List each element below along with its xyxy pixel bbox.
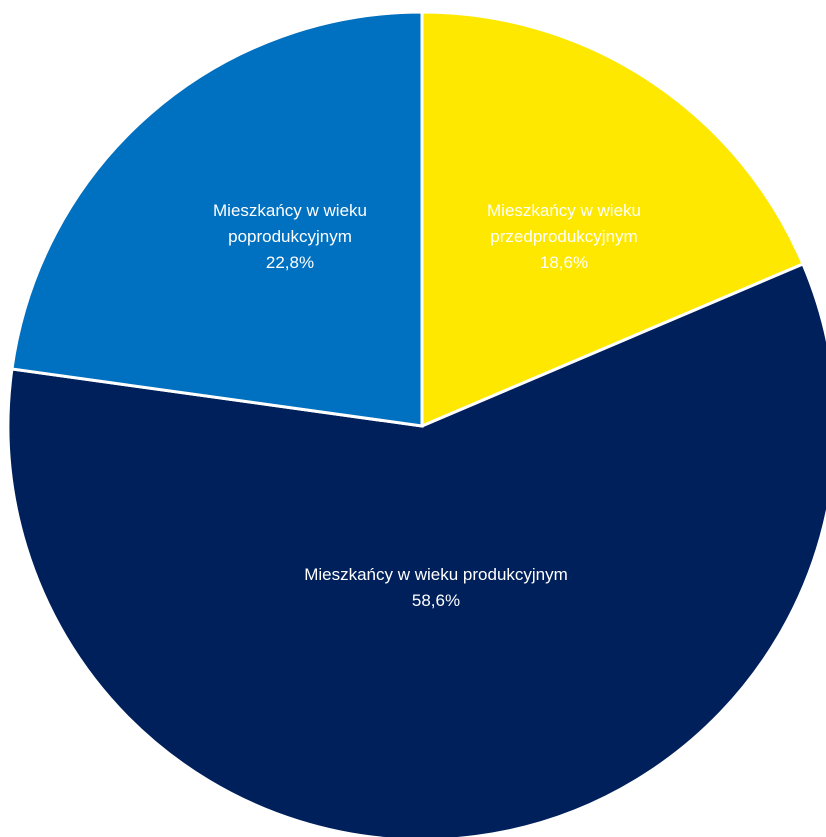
pie-slice-label-2: Mieszkańcy w wieku produkcyjnym 58,6%: [304, 565, 568, 610]
pie-slices: [6, 10, 826, 837]
pie-slice-label-3: Mieszkańcy w wieku poprodukcyjnym 22,8%: [213, 201, 367, 272]
pie-slice-value: 22,8%: [266, 253, 314, 272]
pie-slice-label-line: Mieszkańcy w wieku: [213, 201, 367, 220]
pie-slice-label-line: poprodukcyjnym: [228, 227, 352, 246]
pie-slice-label-1: Mieszkańcy w wieku przedprodukcyjnym 18,6%: [487, 201, 641, 272]
pie-slice-label-line: Mieszkańcy w wieku produkcyjnym: [304, 565, 568, 584]
pie-slice-3: [10, 10, 424, 428]
pie-slice-value: 58,6%: [412, 591, 460, 610]
pie-slice-label-line: Mieszkańcy w wieku: [487, 201, 641, 220]
pie-labels: Mieszkańcy w wieku przedprodukcyjnym 18,6%…: [213, 201, 641, 610]
pie-slice-2: [6, 262, 826, 837]
pie-slice-value: 18,6%: [540, 253, 588, 272]
pie-slice-1: [420, 10, 805, 429]
pie-slice-label-line: przedprodukcyjnym: [490, 227, 637, 246]
